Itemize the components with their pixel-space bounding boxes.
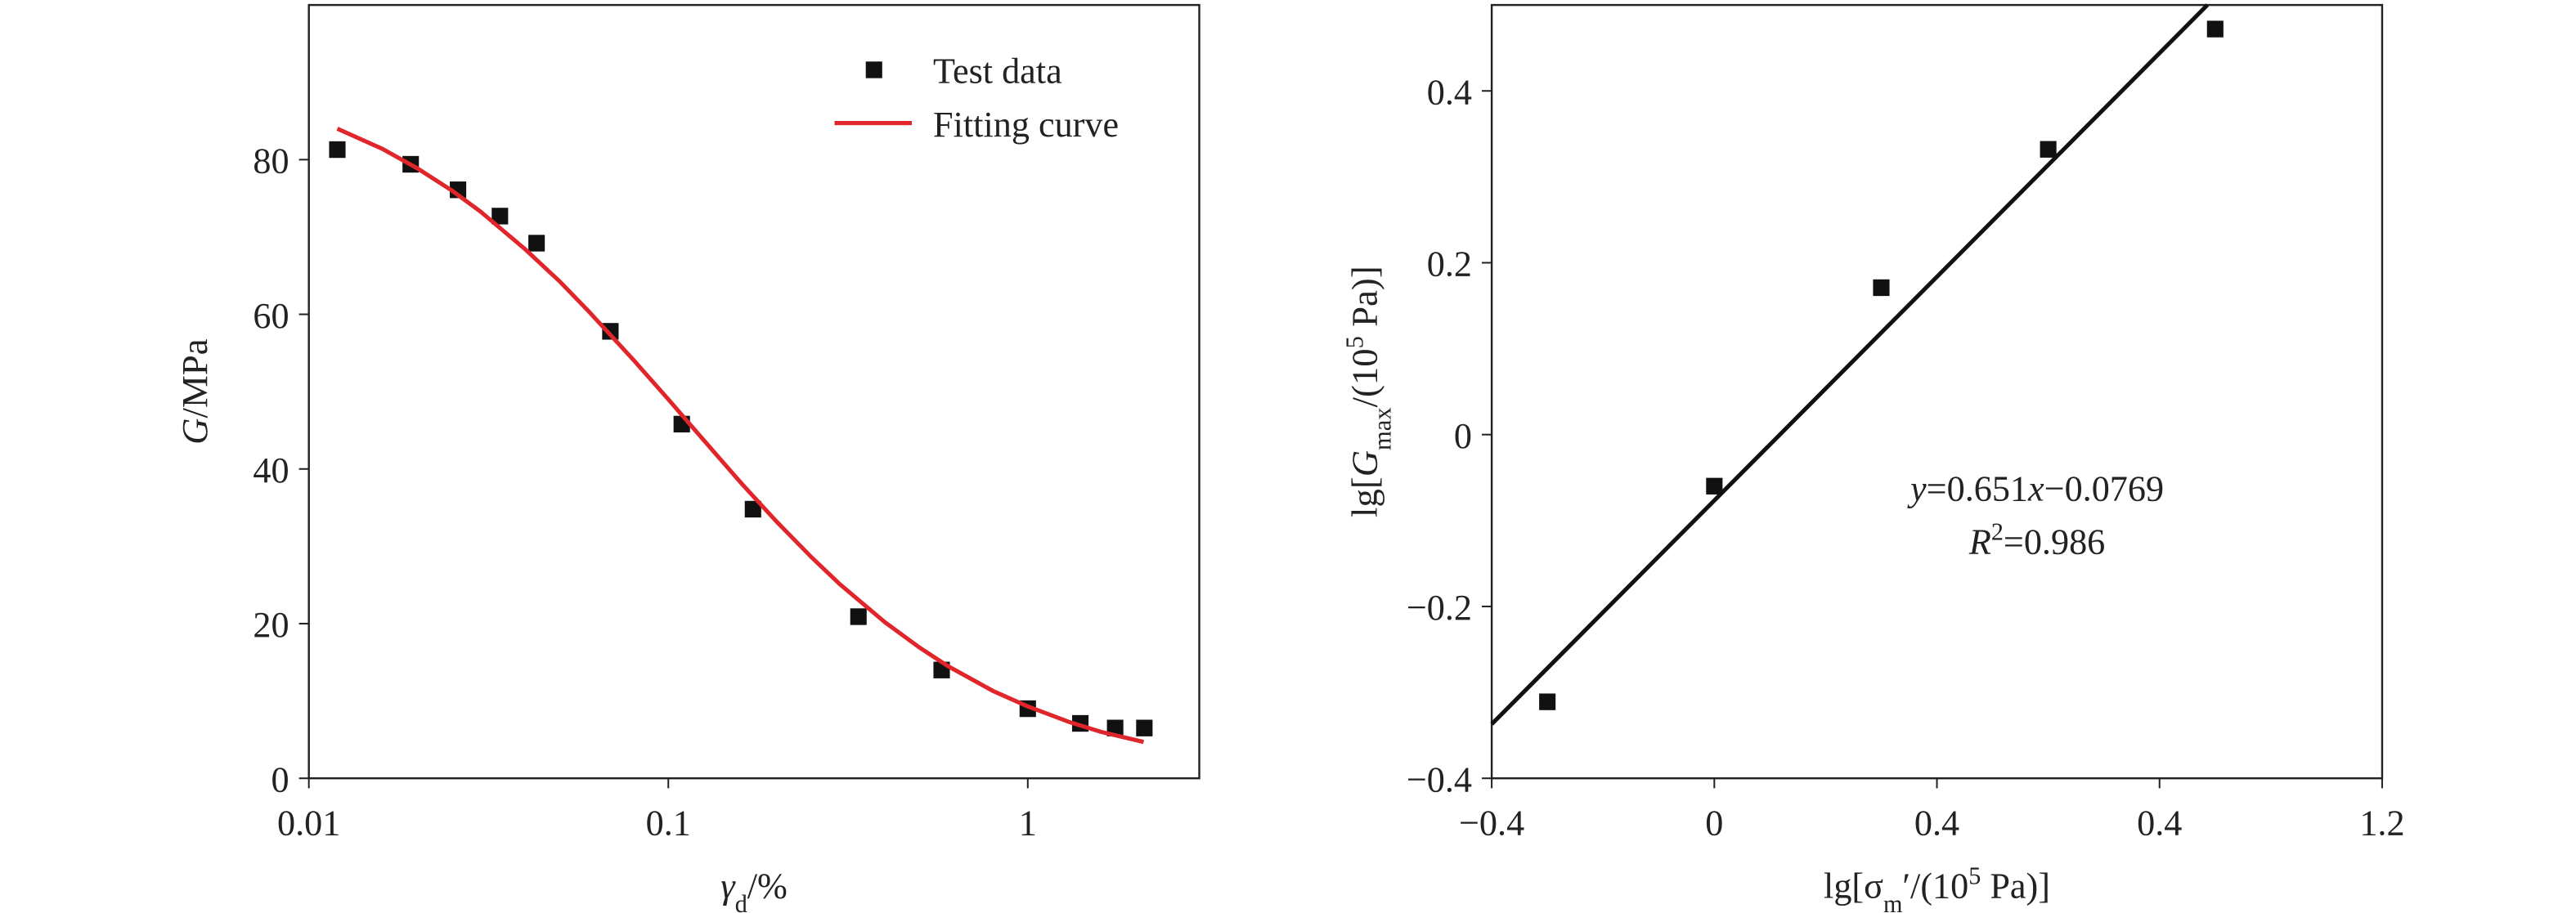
y-tick-label: 60 bbox=[253, 295, 289, 336]
label-part: 2 bbox=[1991, 517, 2004, 545]
label-part: Pa)] bbox=[1344, 266, 1385, 336]
annotation: y=0.651x−0.0769 bbox=[1907, 468, 2164, 508]
label-part: /MPa bbox=[174, 338, 215, 418]
y-axis-label: lg[Gmax/(105 Pa)] bbox=[1341, 266, 1397, 517]
fit-line bbox=[1490, 3, 2210, 726]
label-part: G bbox=[1344, 450, 1385, 477]
label-part: Pa)] bbox=[1981, 865, 2050, 906]
label-part: /% bbox=[747, 865, 788, 906]
x-tick-label: 0.1 bbox=[646, 802, 691, 843]
y-tick-label: 20 bbox=[253, 604, 289, 645]
label-part: =0.651 bbox=[1927, 468, 2028, 508]
label-part: 5 bbox=[1341, 336, 1369, 348]
label-part: lg[ bbox=[1344, 477, 1385, 517]
x-axis-label: lg[σm′/(105 Pa)] bbox=[1824, 862, 2050, 913]
plot-frame bbox=[1490, 3, 2384, 780]
marker bbox=[2040, 141, 2057, 158]
fit-line bbox=[336, 127, 1145, 745]
y-tick-label: −0.4 bbox=[1407, 759, 1472, 799]
x-tick-label: −0.4 bbox=[1459, 802, 1524, 843]
legend-swatch bbox=[865, 61, 882, 78]
label-part: =0.986 bbox=[2004, 521, 2105, 562]
x-tick-label: 0.01 bbox=[277, 802, 340, 843]
y-tick-label: 40 bbox=[253, 450, 289, 490]
marker bbox=[1136, 719, 1153, 736]
y-tick-label: 0.4 bbox=[1427, 71, 1472, 112]
marker bbox=[2206, 20, 2224, 38]
marker bbox=[1539, 693, 1556, 710]
marker bbox=[602, 323, 619, 340]
label-part: G bbox=[174, 418, 215, 444]
marker bbox=[744, 500, 761, 518]
y-tick-label: 0 bbox=[271, 759, 289, 799]
label-part: γ bbox=[720, 865, 736, 906]
x-tick-label: 1.2 bbox=[2359, 802, 2404, 843]
y-tick-label: 0 bbox=[1454, 415, 1472, 456]
y-tick-label: 0.2 bbox=[1427, 243, 1472, 284]
label-part: −0.0769 bbox=[2044, 468, 2164, 508]
plot-frame bbox=[307, 3, 1200, 780]
marker bbox=[528, 235, 545, 252]
label-part: m bbox=[1883, 890, 1903, 913]
label-part: ′/(10 bbox=[1902, 865, 1968, 906]
y-tick-label: −0.2 bbox=[1407, 587, 1472, 628]
x-tick-label: 0.4 bbox=[1914, 802, 1959, 843]
annotation: R2=0.986 bbox=[1968, 517, 2105, 562]
x-axis-label: γd/% bbox=[720, 865, 788, 913]
y-axis-label: G/MPa bbox=[174, 338, 215, 445]
marker bbox=[491, 208, 509, 225]
legend-label: Fitting curve bbox=[933, 104, 1119, 145]
label-part: 5 bbox=[1968, 862, 1981, 889]
label-part: /(10 bbox=[1344, 348, 1385, 407]
marker bbox=[329, 141, 346, 159]
marker bbox=[1873, 279, 1890, 297]
y-tick-label: 80 bbox=[253, 140, 289, 181]
x-tick-label: 0.4 bbox=[2137, 802, 2182, 843]
x-tick-label: 1 bbox=[1019, 802, 1037, 843]
legend-label: Test data bbox=[933, 50, 1062, 91]
label-part: d bbox=[735, 890, 747, 913]
marker bbox=[1706, 477, 1723, 495]
x-tick-label: 0 bbox=[1705, 802, 1723, 843]
marker bbox=[850, 608, 867, 625]
label-part: x bbox=[2027, 468, 2044, 508]
label-part: R bbox=[1968, 521, 1991, 562]
label-part: y bbox=[1907, 468, 1927, 508]
label-part: max bbox=[1369, 407, 1397, 450]
label-part: lg[σ bbox=[1824, 865, 1883, 906]
